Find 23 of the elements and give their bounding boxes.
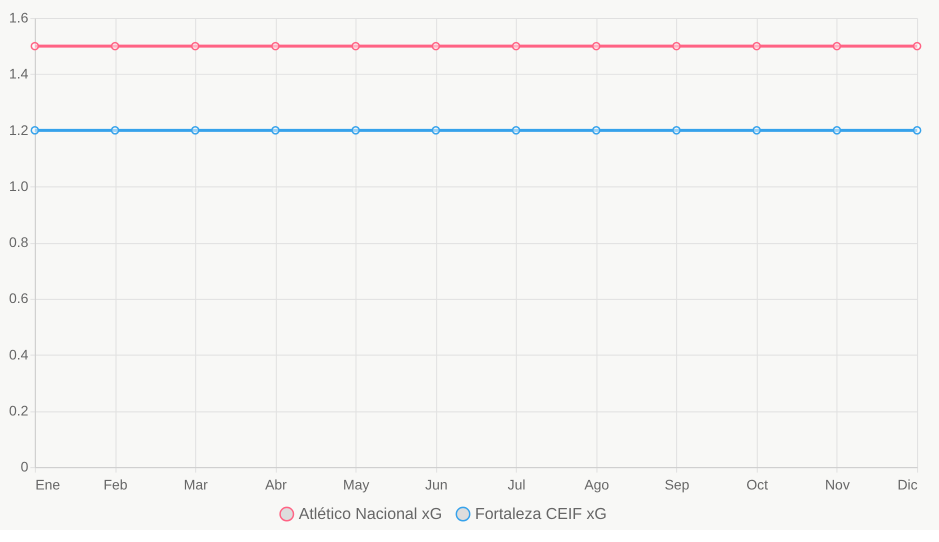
y-tick-label: 0.4 xyxy=(8,346,29,362)
x-tick-label: Nov xyxy=(824,476,850,493)
y-tick-label: 1.4 xyxy=(8,66,29,82)
x-tick-label: Feb xyxy=(104,476,128,493)
x-tick-label: Ene xyxy=(35,476,60,493)
x-tick-label: Mar xyxy=(184,476,208,493)
x-tick-label: Jun xyxy=(425,476,448,493)
y-tick-label: 1.2 xyxy=(8,122,29,138)
legend-label: Fortaleza CEIF xG xyxy=(474,506,607,524)
y-tick-label: 0.6 xyxy=(8,290,29,306)
y-tick-label: 1.0 xyxy=(8,178,29,194)
legend-label: Atlético Nacional xG xyxy=(298,506,442,524)
y-tick-label: 0.2 xyxy=(8,402,29,418)
x-tick-label: Sep xyxy=(664,476,690,493)
x-tick-label: Jul xyxy=(508,476,526,493)
y-tick-label: 0 xyxy=(20,458,29,475)
y-tick-label: 1.6 xyxy=(8,10,29,26)
x-tick-label: Ago xyxy=(584,476,610,493)
x-tick-label: Oct xyxy=(746,476,768,493)
x-tick-label: May xyxy=(342,476,370,493)
x-tick-label: Dic xyxy=(897,476,918,493)
y-tick-label: 0.8 xyxy=(8,234,29,250)
x-tick-label: Abr xyxy=(265,476,288,493)
